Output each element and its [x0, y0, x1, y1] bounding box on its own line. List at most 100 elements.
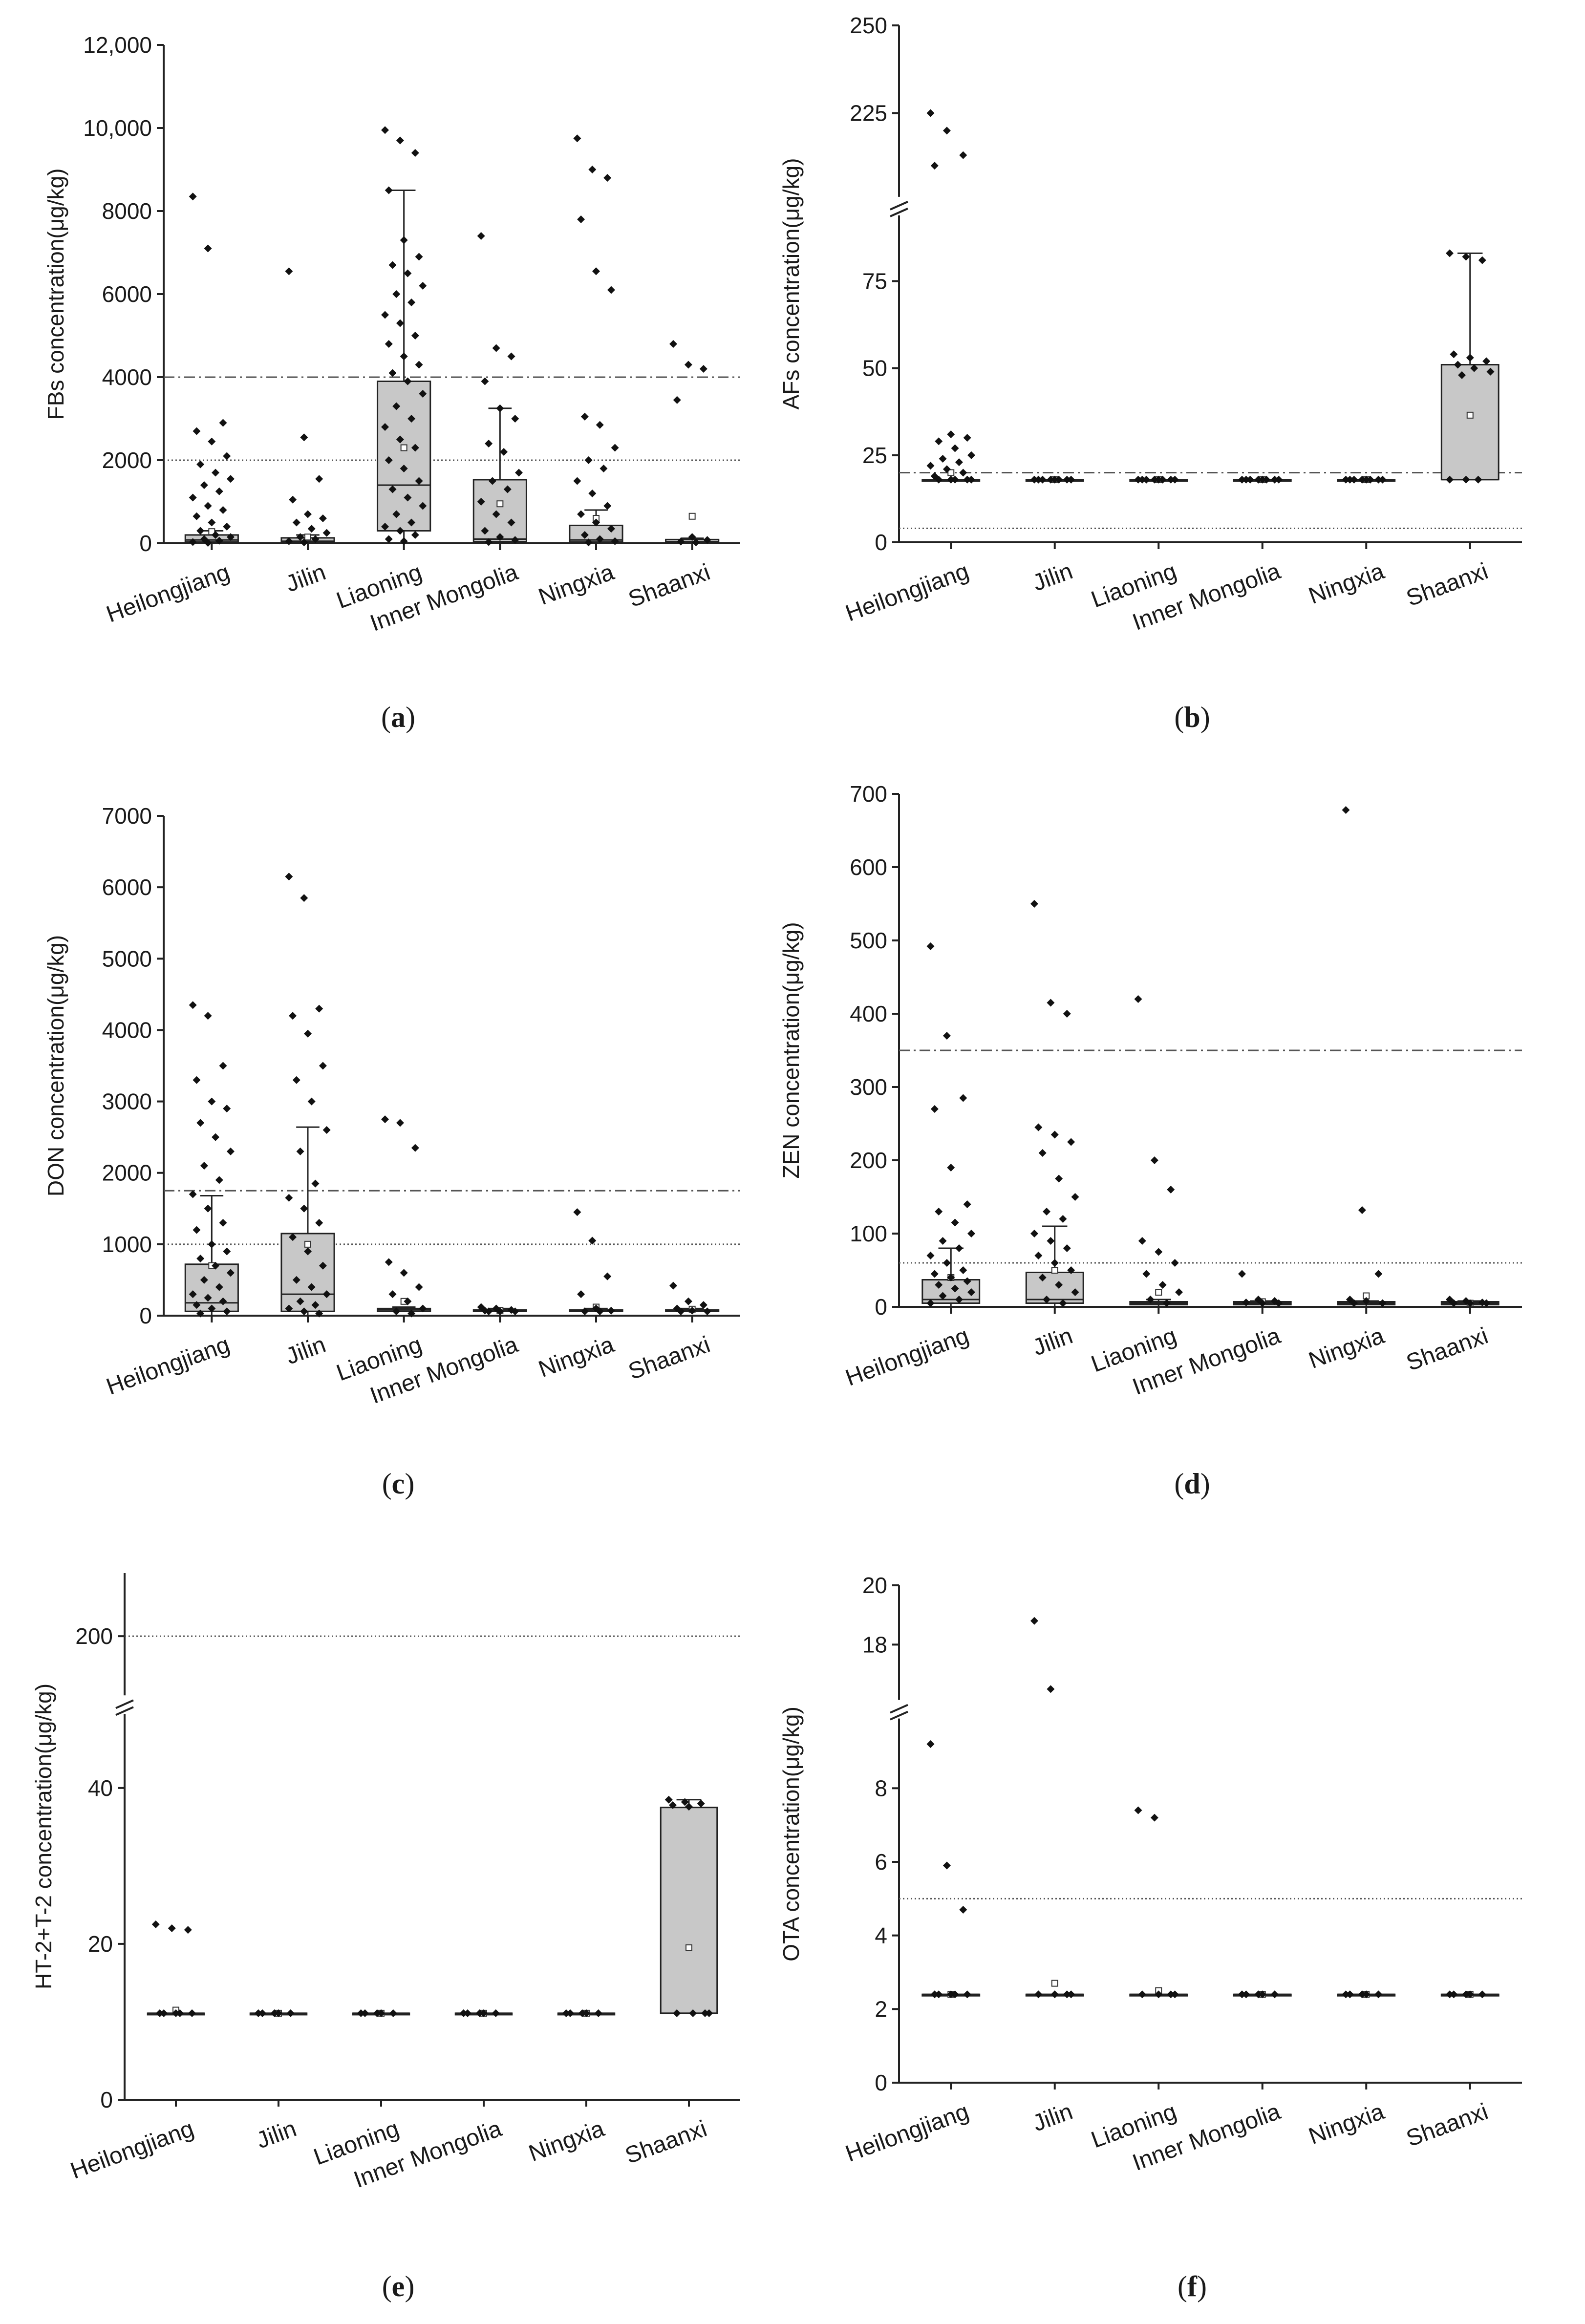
- data-point: [392, 1307, 401, 1316]
- data-point: [930, 1105, 939, 1113]
- data-point: [400, 236, 408, 244]
- x-tick-label: Shaanxi: [625, 559, 713, 613]
- data-point: [596, 535, 604, 543]
- data-point: [407, 518, 416, 527]
- data-point: [1030, 1230, 1039, 1237]
- x-tick-label: Shaanxi: [622, 2116, 710, 2169]
- y-tick-label: 40: [88, 1775, 113, 1801]
- data-point: [258, 2009, 266, 2017]
- data-point: [1150, 1156, 1158, 1164]
- data-point: [1258, 1299, 1266, 1307]
- mean-marker: [304, 533, 311, 541]
- data-point: [577, 215, 585, 223]
- data-point: [411, 531, 419, 539]
- data-point: [939, 1237, 947, 1245]
- data-point: [388, 1290, 397, 1299]
- data-point: [1254, 1990, 1263, 1999]
- data-point: [611, 537, 619, 545]
- data-point: [193, 427, 201, 435]
- data-point: [204, 502, 212, 510]
- data-point: [307, 1283, 316, 1291]
- data-point: [193, 1226, 201, 1234]
- data-point: [1142, 475, 1151, 484]
- axis-break-mark: [890, 201, 908, 211]
- mean-marker: [208, 528, 215, 535]
- data-point: [488, 477, 496, 485]
- data-point: [1254, 475, 1263, 484]
- data-point: [311, 535, 320, 543]
- data-point: [1055, 475, 1063, 484]
- data-point: [1043, 1296, 1051, 1303]
- y-tick-label: 6: [875, 1849, 887, 1875]
- data-point: [1450, 1299, 1458, 1307]
- y-tick-label: 4000: [102, 364, 152, 390]
- data-point: [223, 1105, 231, 1113]
- data-point: [193, 512, 201, 520]
- data-point: [357, 2009, 365, 2017]
- data-point: [963, 434, 971, 442]
- data-point: [1067, 1990, 1075, 1999]
- data-point: [400, 1269, 408, 1277]
- data-point: [511, 536, 519, 544]
- data-point: [959, 1094, 967, 1102]
- panel-a: 0 2000 4000 6000 8000 10,000 12,000 FBs concent…: [43, 32, 740, 733]
- y-tick-label: 700: [850, 781, 887, 807]
- y-tick-label: 12,000: [83, 32, 152, 58]
- data-point: [1050, 1990, 1059, 1999]
- data-point: [212, 531, 220, 539]
- y-axis-label: ZEN concentration(μg/kg): [778, 922, 804, 1178]
- data-point: [603, 174, 612, 182]
- data-point: [296, 533, 304, 541]
- data-point: [947, 1164, 955, 1172]
- panel-e: 0 20 40 200 HT-2+T-2 concentration(μg/kg) Hei…: [31, 1573, 740, 2303]
- y-tick-label: 4000: [102, 1017, 152, 1043]
- data-point: [1067, 1266, 1075, 1274]
- data-point: [503, 485, 512, 493]
- axis-break-mark: [890, 208, 908, 217]
- panel-caption: (d): [1174, 1468, 1210, 1500]
- data-point: [1342, 806, 1350, 814]
- data-point: [511, 415, 519, 423]
- data-point: [1047, 1237, 1055, 1245]
- data-point: [942, 127, 951, 135]
- data-point: [705, 2009, 713, 2017]
- data-point: [388, 261, 397, 269]
- data-point: [200, 481, 208, 489]
- data-point: [219, 1219, 227, 1227]
- data-point: [307, 1097, 316, 1106]
- data-point: [573, 134, 581, 143]
- data-point: [307, 525, 316, 533]
- data-point: [381, 423, 389, 431]
- data-point: [475, 2009, 484, 2017]
- data-point: [1470, 364, 1478, 372]
- data-point: [507, 518, 515, 527]
- data-point: [594, 2009, 602, 2017]
- data-point: [1246, 475, 1254, 484]
- data-point: [415, 477, 423, 485]
- data-point: [292, 518, 300, 527]
- data-point: [1378, 475, 1387, 484]
- data-point: [701, 2009, 709, 2017]
- data-point: [1063, 1244, 1071, 1252]
- data-point: [1342, 1990, 1350, 1999]
- data-point: [496, 533, 504, 541]
- data-point: [947, 1274, 955, 1281]
- data-point: [411, 444, 419, 452]
- data-point: [699, 365, 707, 373]
- data-point: [963, 1990, 971, 1999]
- data-point: [580, 1307, 589, 1316]
- data-point: [942, 1032, 951, 1040]
- y-tick-label: 8: [875, 1775, 887, 1801]
- data-point: [963, 1200, 971, 1208]
- y-tick-label: 200: [850, 1148, 887, 1173]
- data-point: [1346, 1990, 1354, 1999]
- data-point: [1055, 1174, 1063, 1183]
- data-point: [603, 502, 612, 510]
- data-point: [415, 253, 423, 261]
- x-tick-label: Ningxia: [525, 2115, 608, 2167]
- data-point: [930, 1990, 939, 1999]
- data-point: [1167, 1990, 1175, 1999]
- data-point: [1038, 475, 1047, 484]
- y-tick-label: 0: [875, 1294, 887, 1320]
